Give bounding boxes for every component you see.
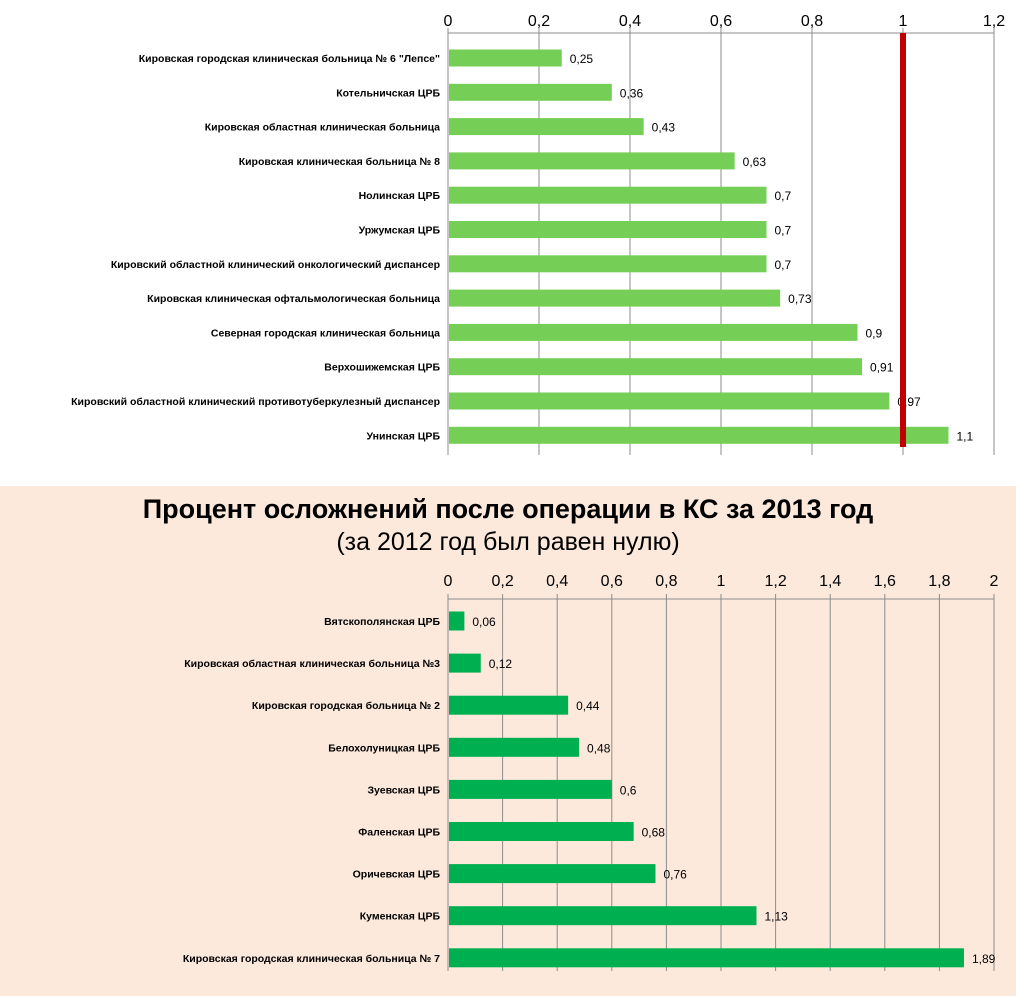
bar <box>449 186 767 204</box>
top-bar-chart: 0 0,2 0,4 0,6 0,8 1 1,2 Кировская городская кли… <box>71 13 1005 455</box>
x-tick-label: 0,4 <box>546 573 568 590</box>
category-label: Фаленская ЦРБ <box>358 827 440 839</box>
chart-title: Процент осложнений после операции в КС з… <box>142 494 874 524</box>
top-chart-panel: 0 0,2 0,4 0,6 0,8 1 1,2 Кировская городская кли… <box>0 0 1016 486</box>
category-label: Куменская ЦРБ <box>360 911 441 923</box>
bar <box>449 906 757 926</box>
bar <box>449 653 481 673</box>
x-tick-label: 0,8 <box>655 573 677 590</box>
bar <box>449 695 569 715</box>
category-label: Кировская клиническая больница № 8 <box>239 156 440 168</box>
x-tick-label: 2 <box>990 573 999 590</box>
category-label: Белохолуницкая ЦРБ <box>328 742 440 754</box>
chart-subtitle: (за 2012 год был равен нулю) <box>336 528 680 556</box>
bar <box>449 83 612 101</box>
x-tick-label: 0,2 <box>528 13 550 30</box>
data-label: 0,63 <box>743 155 767 169</box>
data-label: 0,73 <box>788 292 812 306</box>
bar <box>449 948 964 968</box>
bar <box>449 358 863 376</box>
category-label: Верхошижемская ЦРБ <box>324 362 440 374</box>
data-label: 0,6 <box>620 783 637 797</box>
category-label: Кировская городская клиническая больница… <box>183 953 440 965</box>
x-tick-label: 0,2 <box>491 573 513 590</box>
category-label: Кировская клиническая офтальмологическая… <box>147 293 440 305</box>
bar <box>449 255 767 273</box>
data-label: 1,13 <box>764 910 788 924</box>
x-tick-label: 1,4 <box>819 573 841 590</box>
bar <box>449 221 767 238</box>
data-label: 0,12 <box>489 657 513 671</box>
category-label: Северная городская клиническая больница <box>211 327 440 339</box>
x-tick-label: 1,8 <box>928 573 950 590</box>
bar <box>449 118 644 136</box>
data-label: 0,68 <box>642 826 666 840</box>
x-tick-label: 0,6 <box>601 573 623 590</box>
data-label: 0,48 <box>587 741 611 755</box>
data-label: 0,7 <box>775 258 792 272</box>
bar <box>449 49 562 67</box>
data-label: 0,06 <box>472 615 496 629</box>
data-label: 1,1 <box>957 429 974 443</box>
data-label: 1,89 <box>972 952 996 966</box>
x-tick-label: 0 <box>444 573 453 590</box>
x-tick-label: 0,6 <box>710 13 732 30</box>
category-label: Кировский областной клинический противот… <box>71 396 440 408</box>
bar <box>449 864 656 884</box>
category-label: Оричевская ЦРБ <box>353 869 441 881</box>
bar <box>449 426 949 444</box>
data-label: 0,25 <box>570 52 594 66</box>
data-label: 0,7 <box>775 189 792 203</box>
category-label: Кировская областная клиническая больница <box>205 122 440 134</box>
category-label: Кировский областной клинический онкологи… <box>111 259 440 271</box>
x-tick-label: 0,8 <box>801 13 823 30</box>
category-label: Унинская ЦРБ <box>367 430 441 442</box>
data-label: 0,43 <box>652 121 676 135</box>
bar <box>449 152 735 170</box>
bar <box>449 323 858 341</box>
category-label: Уржумская ЦРБ <box>359 225 441 237</box>
x-tick-label: 0,4 <box>619 13 641 30</box>
category-label: Кировская областная клиническая больница… <box>184 658 440 670</box>
data-label: 0,91 <box>870 361 894 375</box>
bottom-bar-chart: 0 0,2 0,4 0,6 0,8 1 1,2 1,4 1,6 1,8 2 Вятскополянск… <box>183 573 999 971</box>
data-label: 0,44 <box>576 699 600 713</box>
data-label: 0,76 <box>663 868 687 882</box>
category-label: Нолинская ЦРБ <box>359 190 441 202</box>
x-tick-label: 1 <box>899 13 908 30</box>
bar <box>449 779 612 799</box>
data-label: 0,7 <box>775 224 792 238</box>
category-label: Кировская городская клиническая больница… <box>139 53 440 65</box>
bar <box>449 822 634 841</box>
category-label: Кировская городская больница № 2 <box>252 700 440 712</box>
bottom-chart-panel: Процент осложнений после операции в КС з… <box>0 486 1016 996</box>
category-label: Котельничская ЦРБ <box>336 87 440 99</box>
x-tick-label: 1,2 <box>983 13 1005 30</box>
category-label: Вятскополянская ЦРБ <box>324 616 440 628</box>
x-tick-label: 1,2 <box>764 573 786 590</box>
bar <box>449 611 465 631</box>
x-tick-label: 1,6 <box>874 573 896 590</box>
data-label: 0,9 <box>866 326 883 340</box>
bar <box>449 392 890 410</box>
bar <box>449 289 781 307</box>
x-tick-label: 1 <box>717 573 726 590</box>
bar <box>449 737 580 757</box>
category-label: Зуевская ЦРБ <box>367 784 440 796</box>
x-tick-label: 0 <box>444 13 453 30</box>
data-label: 0,36 <box>620 86 644 100</box>
